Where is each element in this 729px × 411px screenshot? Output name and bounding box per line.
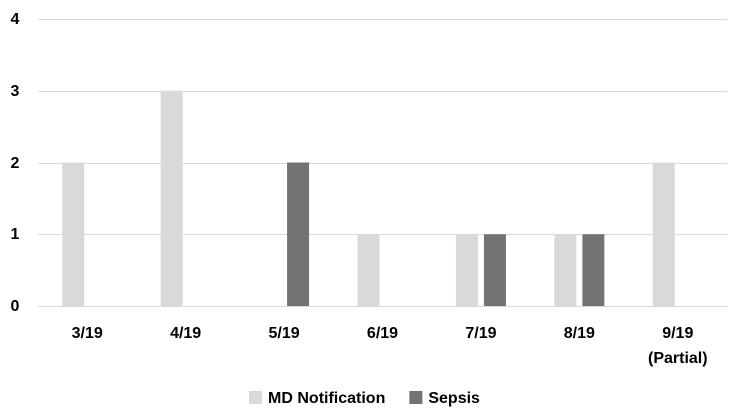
legend-label: Sepsis xyxy=(428,390,480,407)
x-tick-label: 5/19 xyxy=(269,325,300,342)
bar-md-notification xyxy=(554,234,577,306)
y-tick-label: 2 xyxy=(11,155,20,172)
x-tick-label: 7/19 xyxy=(465,325,496,342)
x-axis-ticks: 3/19 4/19 5/19 6/19 7/19 8/19 9/19 (Partial) xyxy=(72,325,708,367)
y-tick-label: 4 xyxy=(11,11,20,28)
y-tick-label: 3 xyxy=(11,83,20,100)
gridlines xyxy=(38,19,727,307)
legend-swatch xyxy=(409,391,423,404)
bar-sepsis xyxy=(287,162,310,306)
y-tick-label: 0 xyxy=(11,298,20,315)
bar-md-notification xyxy=(357,234,380,306)
bar-md-notification xyxy=(62,162,85,306)
legend-swatch xyxy=(249,391,263,404)
x-tick-label: (Partial) xyxy=(648,350,708,367)
x-tick-label: 4/19 xyxy=(170,325,201,342)
bar-md-notification xyxy=(160,90,183,306)
bar-md-notification xyxy=(455,234,478,306)
y-axis-ticks: 0 1 2 3 4 xyxy=(11,11,20,315)
legend-label: MD Notification xyxy=(268,390,385,407)
x-tick-label: 8/19 xyxy=(564,325,595,342)
bar-md-notification xyxy=(652,162,675,306)
bar-sepsis xyxy=(582,234,605,306)
bar-sepsis xyxy=(483,234,506,306)
x-tick-label: 9/19 xyxy=(662,325,693,342)
bars xyxy=(62,90,675,306)
legend: MD Notification Sepsis xyxy=(249,390,480,407)
x-tick-label: 3/19 xyxy=(72,325,103,342)
x-tick-label: 6/19 xyxy=(367,325,398,342)
y-tick-label: 1 xyxy=(11,226,20,243)
